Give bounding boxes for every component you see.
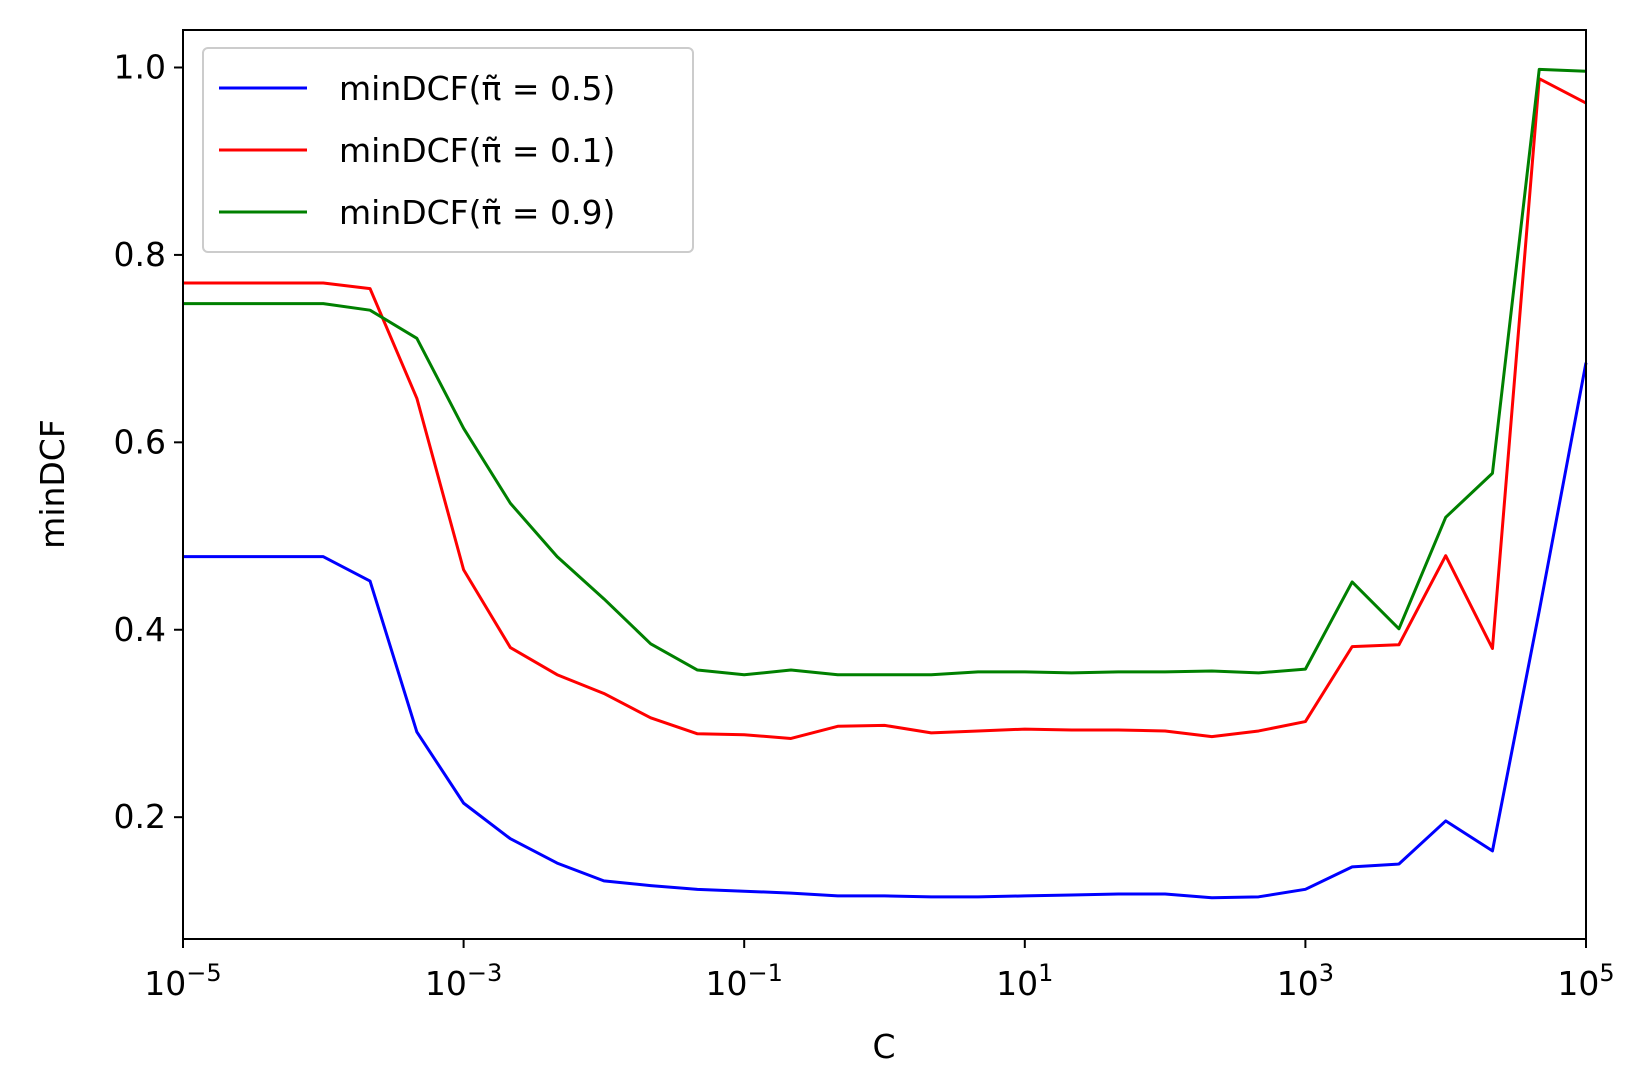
x-tick-label: 10−1 xyxy=(706,959,783,1003)
series-line-2 xyxy=(183,77,1587,740)
legend-label-3: minDCF(π̃ = 0.9) xyxy=(339,193,615,232)
x-tick-label: 10−5 xyxy=(144,959,221,1003)
x-tick-label: 10−3 xyxy=(425,959,502,1003)
legend-label-1: minDCF(π̃ = 0.5) xyxy=(339,69,615,108)
legend: minDCF(π̃ = 0.5) minDCF(π̃ = 0.1) minDCF(π… xyxy=(202,47,694,253)
y-tick-label: 0.8 xyxy=(114,235,166,274)
y-tick-label: 1.0 xyxy=(114,47,166,86)
y-tick-label: 0.6 xyxy=(114,422,166,461)
legend-box xyxy=(202,47,694,253)
x-tick-label: 101 xyxy=(996,959,1053,1003)
series-line-1 xyxy=(183,362,1588,900)
series-line-3 xyxy=(183,67,1587,677)
y-tick-label: 0.4 xyxy=(114,610,166,649)
x-tick-label: 103 xyxy=(1277,959,1334,1003)
y-axis: 0.2 0.4 0.6 0.8 1.0 xyxy=(114,47,183,836)
legend-label-2: minDCF(π̃ = 0.1) xyxy=(339,131,615,170)
plot-frame xyxy=(182,29,1587,940)
x-axis-label: C xyxy=(872,1027,895,1066)
y-tick-label: 0.2 xyxy=(114,797,166,836)
x-axis: 10−5 10−3 10−1 101 103 105 xyxy=(144,939,1615,1003)
y-axis-label: minDCF xyxy=(33,419,72,549)
x-tick-label: 105 xyxy=(1557,959,1614,1003)
series-layer xyxy=(183,67,1588,900)
